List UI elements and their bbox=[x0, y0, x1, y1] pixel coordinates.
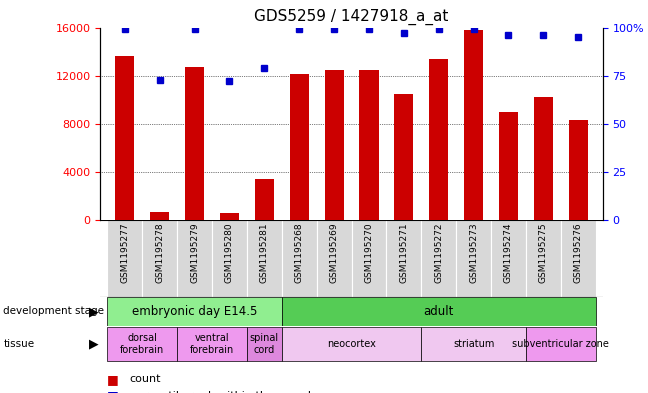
FancyBboxPatch shape bbox=[108, 327, 177, 361]
Text: GSM1195277: GSM1195277 bbox=[121, 222, 130, 283]
Text: development stage: development stage bbox=[3, 307, 104, 316]
Text: GSM1195281: GSM1195281 bbox=[260, 222, 269, 283]
FancyBboxPatch shape bbox=[526, 220, 561, 297]
Bar bbox=[220, 213, 239, 220]
Text: ventral
forebrain: ventral forebrain bbox=[190, 333, 234, 354]
Bar bbox=[499, 112, 518, 220]
Bar bbox=[569, 120, 588, 220]
Text: GSM1195276: GSM1195276 bbox=[573, 222, 583, 283]
FancyBboxPatch shape bbox=[143, 220, 177, 297]
Bar bbox=[464, 30, 483, 220]
Text: GSM1195273: GSM1195273 bbox=[469, 222, 478, 283]
FancyBboxPatch shape bbox=[421, 327, 526, 361]
Bar bbox=[255, 179, 274, 220]
FancyBboxPatch shape bbox=[351, 220, 386, 297]
FancyBboxPatch shape bbox=[108, 298, 282, 325]
Text: subventricular zone: subventricular zone bbox=[513, 339, 609, 349]
Bar bbox=[115, 57, 134, 220]
Text: GSM1195272: GSM1195272 bbox=[434, 222, 443, 283]
Text: ▶: ▶ bbox=[89, 337, 98, 351]
Text: GSM1195270: GSM1195270 bbox=[364, 222, 373, 283]
Bar bbox=[534, 97, 553, 220]
FancyBboxPatch shape bbox=[421, 220, 456, 297]
FancyBboxPatch shape bbox=[386, 220, 421, 297]
Text: adult: adult bbox=[424, 305, 454, 318]
Text: percentile rank within the sample: percentile rank within the sample bbox=[130, 391, 318, 393]
Bar bbox=[325, 70, 343, 220]
Bar bbox=[290, 74, 309, 220]
Text: GSM1195274: GSM1195274 bbox=[504, 222, 513, 283]
FancyBboxPatch shape bbox=[456, 220, 491, 297]
Bar bbox=[150, 212, 169, 220]
Text: GSM1195278: GSM1195278 bbox=[156, 222, 164, 283]
Text: GSM1195271: GSM1195271 bbox=[399, 222, 408, 283]
Text: striatum: striatum bbox=[453, 339, 494, 349]
Text: GSM1195280: GSM1195280 bbox=[225, 222, 234, 283]
FancyBboxPatch shape bbox=[108, 220, 143, 297]
Text: ■: ■ bbox=[107, 389, 119, 393]
Bar bbox=[360, 70, 378, 220]
Text: GSM1195269: GSM1195269 bbox=[330, 222, 339, 283]
Text: dorsal
forebrain: dorsal forebrain bbox=[120, 333, 165, 354]
Text: GSM1195279: GSM1195279 bbox=[190, 222, 199, 283]
Text: GSM1195268: GSM1195268 bbox=[295, 222, 304, 283]
Bar bbox=[429, 59, 448, 220]
Text: embryonic day E14.5: embryonic day E14.5 bbox=[132, 305, 257, 318]
FancyBboxPatch shape bbox=[561, 220, 596, 297]
FancyBboxPatch shape bbox=[177, 327, 247, 361]
Bar bbox=[185, 67, 204, 220]
Title: GDS5259 / 1427918_a_at: GDS5259 / 1427918_a_at bbox=[255, 9, 448, 25]
Text: GSM1195275: GSM1195275 bbox=[539, 222, 548, 283]
FancyBboxPatch shape bbox=[317, 220, 351, 297]
FancyBboxPatch shape bbox=[526, 327, 596, 361]
FancyBboxPatch shape bbox=[282, 220, 317, 297]
Text: tissue: tissue bbox=[3, 339, 34, 349]
FancyBboxPatch shape bbox=[247, 220, 282, 297]
FancyBboxPatch shape bbox=[282, 327, 421, 361]
FancyBboxPatch shape bbox=[247, 327, 282, 361]
FancyBboxPatch shape bbox=[282, 298, 596, 325]
Text: neocortex: neocortex bbox=[327, 339, 376, 349]
FancyBboxPatch shape bbox=[212, 220, 247, 297]
Text: ▶: ▶ bbox=[89, 305, 98, 318]
FancyBboxPatch shape bbox=[177, 220, 212, 297]
Text: count: count bbox=[130, 374, 161, 384]
Text: spinal
cord: spinal cord bbox=[249, 333, 279, 354]
FancyBboxPatch shape bbox=[491, 220, 526, 297]
Bar bbox=[394, 94, 413, 220]
Text: ■: ■ bbox=[107, 373, 119, 386]
